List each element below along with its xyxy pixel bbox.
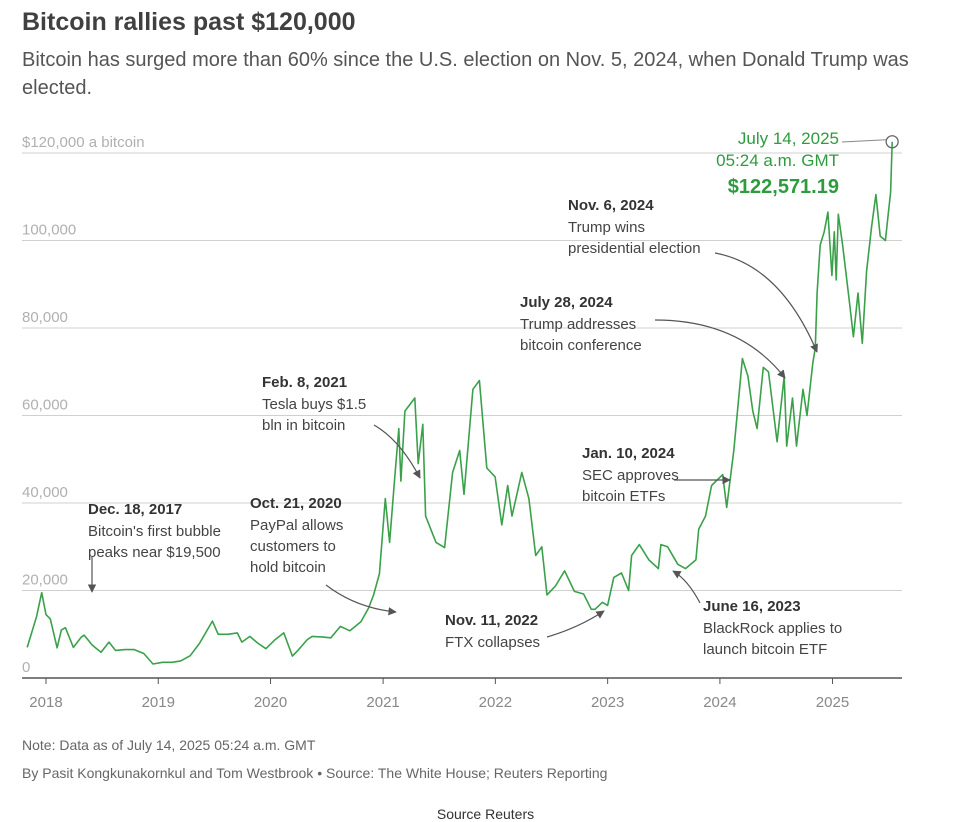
annotation-text: bitcoin conference [520, 337, 642, 354]
annotation-text: FTX collapses [445, 634, 540, 651]
latest-point-marker [885, 135, 899, 149]
annotation-dec-2017: Dec. 18, 2017 Bitcoin's first bubble peaks… [87, 501, 221, 593]
annotation-date: Feb. 8, 2021 [262, 374, 347, 391]
byline-credits: By Pasit Kongkunakornkul and Tom Westbro… [22, 765, 608, 781]
bitcoin-price-chart: 0 20,000 40,000 60,000 80,000 100,000 $120,000… [22, 129, 902, 711]
y-axis-tick-labels: 0 20,000 40,000 60,000 80,000 100,000 $120,000… [22, 134, 145, 676]
highlight-leader-line [841, 139, 887, 143]
annotation-date: July 28, 2024 [520, 294, 613, 311]
highlight-date: July 14, 2025 [738, 129, 839, 148]
x-tick-label: 2020 [254, 694, 287, 711]
chart-title: Bitcoin rallies past $120,000 [22, 8, 356, 36]
annotation-arrow [672, 570, 701, 604]
y-tick-label: 80,000 [22, 309, 68, 326]
series-line [26, 141, 893, 665]
x-tick-label: 2024 [703, 694, 736, 711]
annotation-text: Bitcoin's first bubble [88, 523, 221, 540]
annotation-nov-2022: Nov. 11, 2022 FTX collapses [445, 610, 605, 651]
y-tick-label: $120,000 a bitcoin [22, 134, 145, 151]
source-credit: Source Reuters [436, 806, 535, 822]
annotation-text: SEC approves [582, 467, 679, 484]
annotation-text: bitcoin ETFs [582, 488, 665, 505]
annotation-text: Trump addresses [520, 316, 636, 333]
latest-price-highlight: July 14, 2025 05:24 a.m. GMT $122,571.19 [716, 129, 899, 198]
x-axis: 2018 2019 2020 2021 2022 2023 2024 2025 [22, 677, 902, 711]
annotation-arrow [325, 584, 397, 616]
annotation-date: June 16, 2023 [703, 598, 801, 615]
annotation-nov-2024: Nov. 6, 2024 Trump wins presidential elect… [568, 197, 818, 353]
footnote-data-as-of: Note: Data as of July 14, 2025 05:24 a.m… [22, 737, 316, 753]
annotation-arrow [654, 319, 786, 379]
annotation-feb-2021: Feb. 8, 2021 Tesla buys $1.5 bln in bitcoi… [262, 374, 421, 479]
annotation-text: hold bitcoin [250, 559, 326, 576]
annotation-jul-2024: July 28, 2024 Trump addresses bitcoin conf… [520, 294, 786, 379]
annotation-text: peaks near $19,500 [88, 544, 221, 561]
annotation-date: Dec. 18, 2017 [88, 501, 182, 518]
x-tick-label: 2022 [479, 694, 512, 711]
y-tick-label: 60,000 [22, 397, 68, 414]
annotation-text: bln in bitcoin [262, 417, 345, 434]
x-tick-label: 2018 [29, 694, 62, 711]
x-tick-label: 2019 [142, 694, 175, 711]
annotation-text: presidential election [568, 240, 701, 257]
annotation-jan-2024: Jan. 10, 2024 SEC approves bitcoin ETFs [582, 445, 731, 505]
chart-subtitle: Bitcoin has surged more than 60% since t… [22, 49, 909, 99]
x-tick-label: 2023 [591, 694, 624, 711]
annotations: Dec. 18, 2017 Bitcoin's first bubble peaks… [87, 197, 842, 658]
annotation-arrow [546, 610, 605, 638]
y-tick-label: 40,000 [22, 484, 68, 501]
highlight-value: $122,571.19 [728, 176, 839, 198]
annotation-jun-2023: June 16, 2023 BlackRock applies to launch … [672, 570, 842, 658]
annotation-text: Trump wins [568, 219, 645, 236]
annotation-date: Nov. 6, 2024 [568, 197, 654, 214]
highlight-time: 05:24 a.m. GMT [716, 151, 839, 170]
grid-lines [22, 152, 902, 591]
annotation-date: Nov. 11, 2022 [445, 612, 538, 629]
annotation-text: Tesla buys $1.5 [262, 396, 366, 413]
x-tick-label: 2021 [366, 694, 399, 711]
annotation-text: PayPal allows [250, 517, 343, 534]
annotation-arrow [714, 252, 818, 353]
annotation-text: customers to [250, 538, 336, 555]
annotation-arrow [373, 424, 421, 479]
y-tick-label: 20,000 [22, 572, 68, 589]
annotation-date: Oct. 21, 2020 [250, 495, 342, 512]
annotation-text: launch bitcoin ETF [703, 641, 827, 658]
annotation-date: Jan. 10, 2024 [582, 445, 675, 462]
y-tick-label: 100,000 [22, 222, 76, 239]
price-series [26, 141, 893, 665]
x-tick-label: 2025 [816, 694, 849, 711]
y-tick-label: 0 [22, 659, 30, 676]
annotation-oct-2020: Oct. 21, 2020 PayPal allows customers to ho… [250, 495, 397, 616]
annotation-text: BlackRock applies to [703, 620, 842, 637]
